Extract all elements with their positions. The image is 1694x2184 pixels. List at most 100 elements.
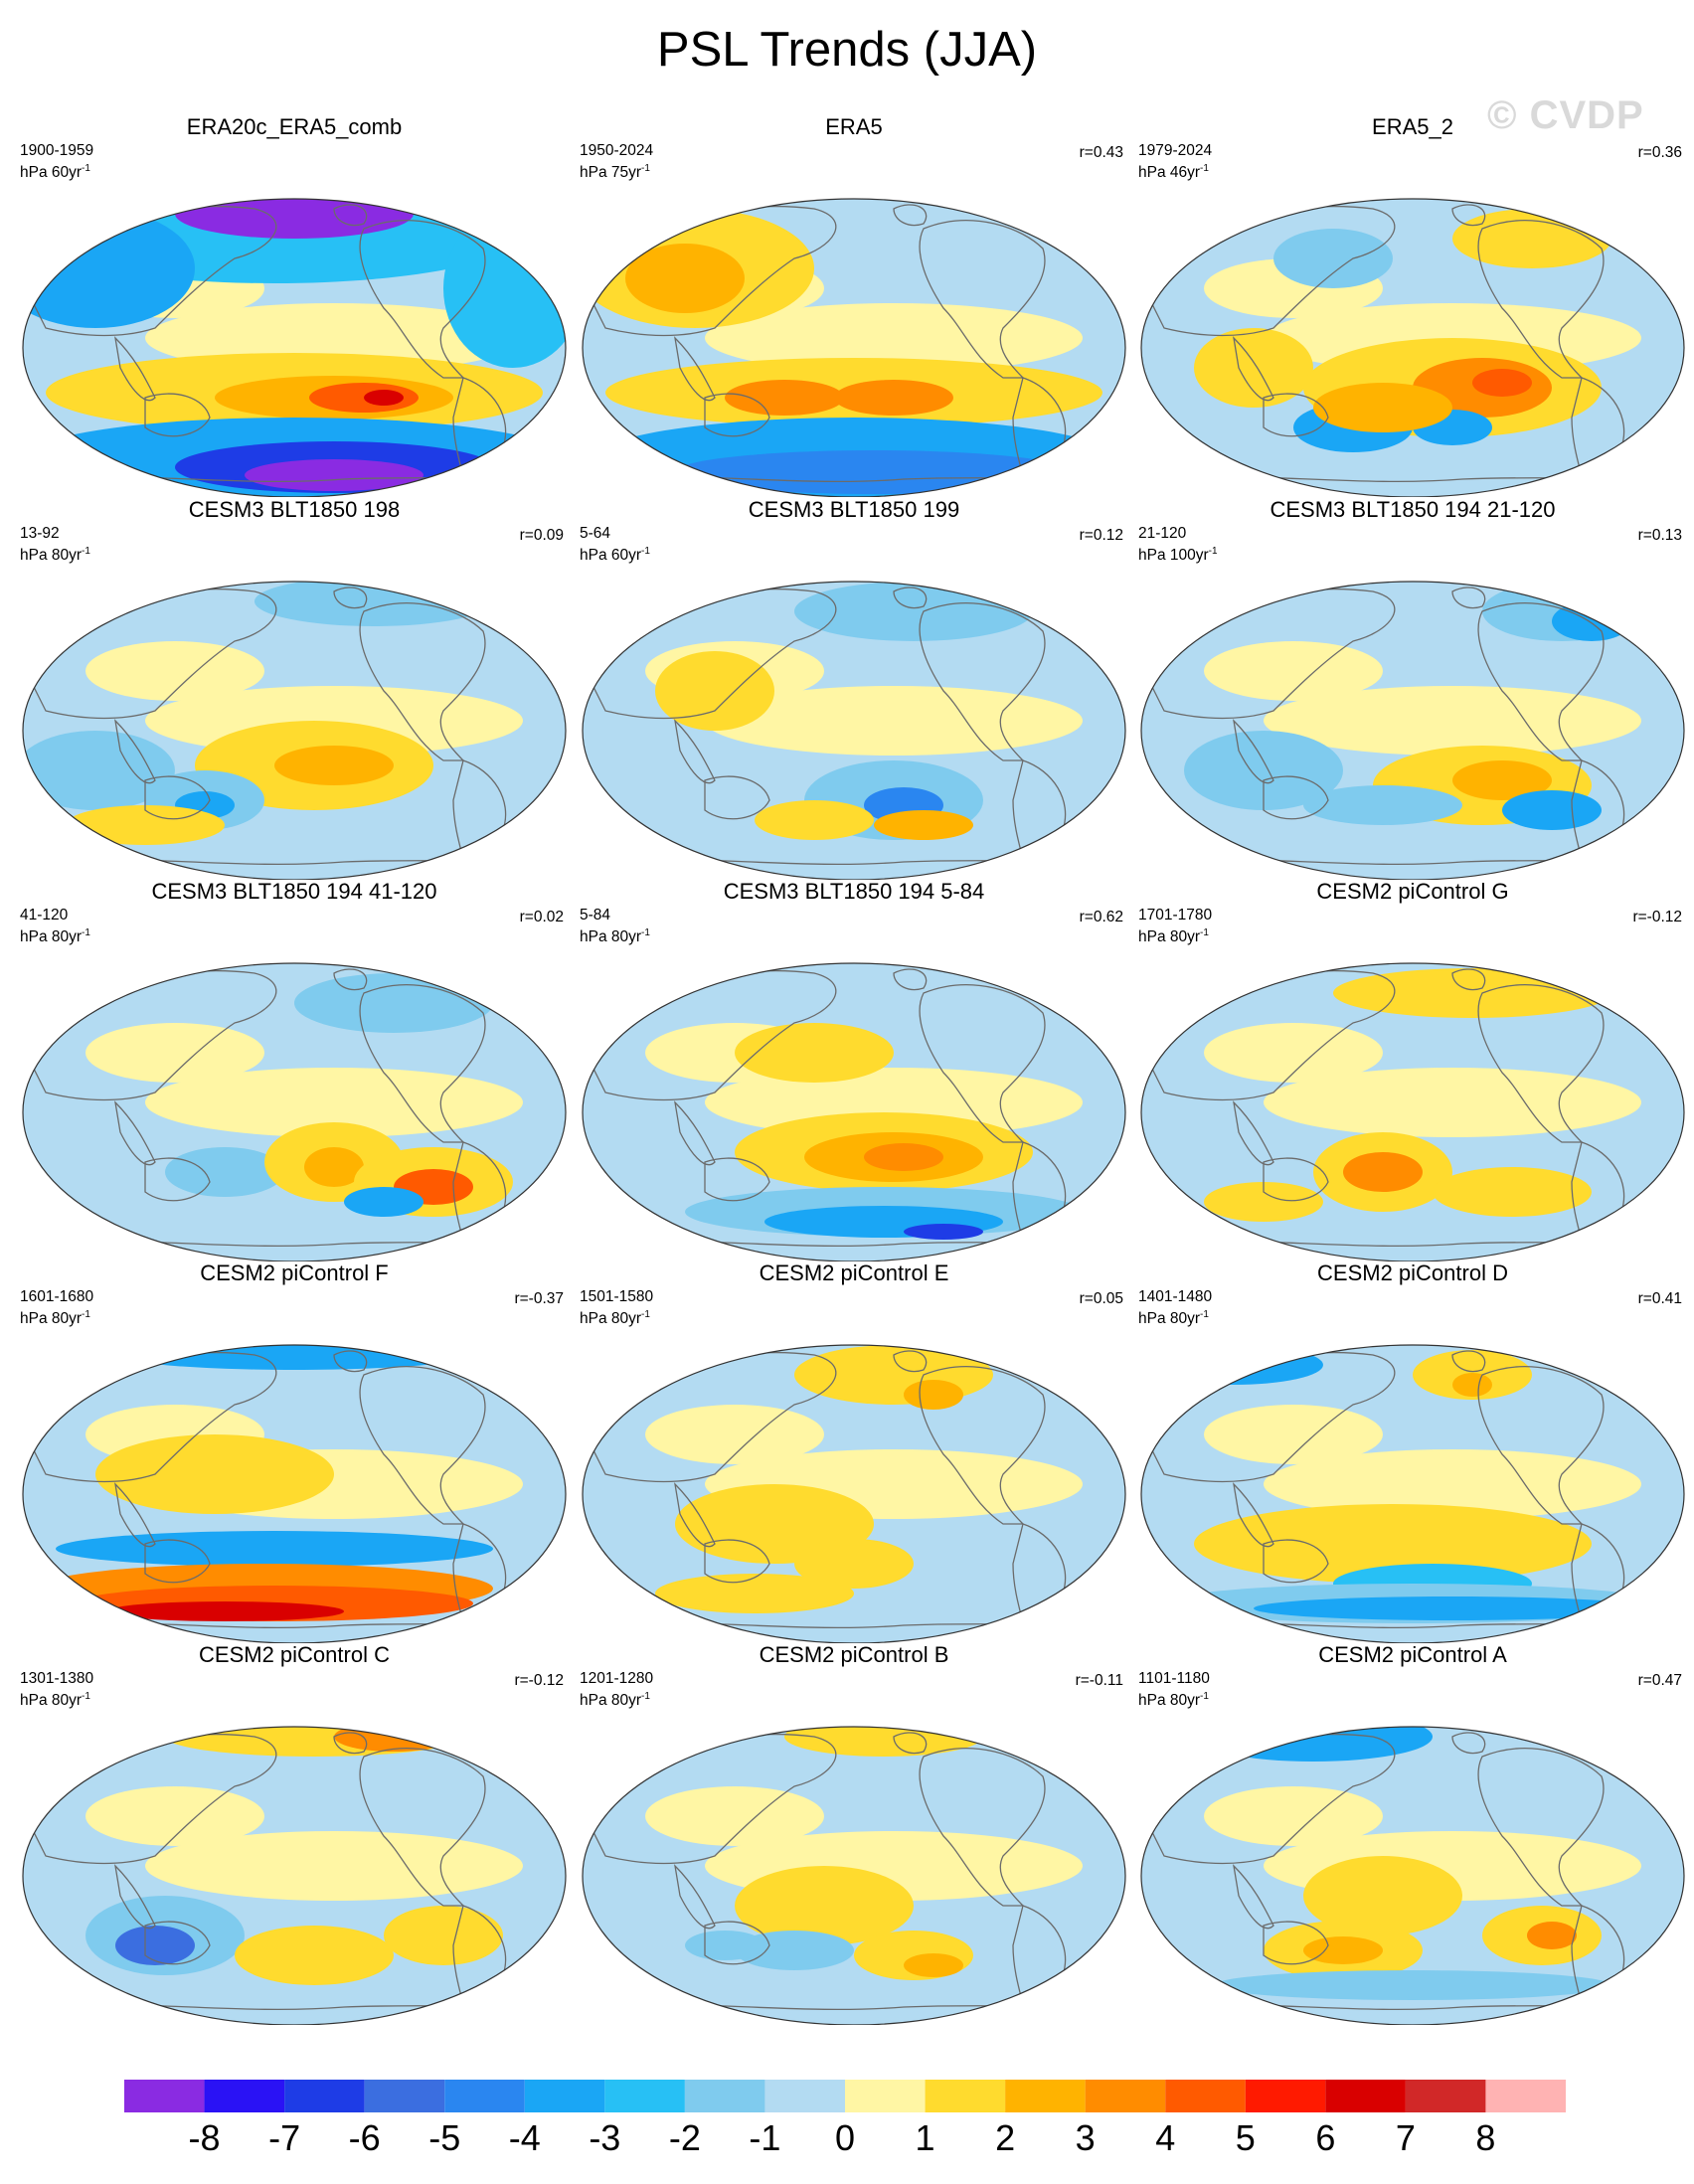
- trend-contour: [294, 973, 493, 1033]
- coastline: [1477, 220, 1605, 379]
- coastline: [1451, 968, 1486, 991]
- panel-units-exponent: -1: [641, 1309, 650, 1320]
- panel-units-exponent: -1: [641, 927, 650, 938]
- map-plot: [582, 581, 1126, 880]
- colorbar-tick-label: -4: [509, 2117, 541, 2158]
- panel-correlation: r=0.13: [1637, 527, 1682, 544]
- panel-units: hPa 80yr: [20, 928, 83, 946]
- coastline: [893, 1350, 928, 1373]
- trend-contour: [165, 1147, 284, 1197]
- map-plot: [22, 198, 567, 497]
- colorbar-swatch: [1165, 2080, 1246, 2112]
- trend-contour: [1204, 1786, 1383, 1846]
- trend-contour: [384, 1906, 503, 1965]
- panel-period: 1501-1580: [580, 1288, 654, 1305]
- panel-correlation: r=0.41: [1637, 1290, 1682, 1307]
- coastline: [704, 1157, 770, 1202]
- trend-contour: [645, 1786, 824, 1846]
- trend-contour: [1144, 1345, 1323, 1385]
- panel-title: CESM3 BLT1850 198: [188, 497, 401, 522]
- panel-period: 1401-1480: [1138, 1288, 1213, 1305]
- panel-units-exponent: -1: [82, 927, 90, 938]
- panel-units: hPa 60yr: [20, 164, 83, 182]
- coastline: [359, 602, 486, 761]
- panel-title: CESM2 piControl F: [200, 1260, 389, 1285]
- trend-contour: [794, 582, 1033, 641]
- map-plot: [22, 581, 567, 880]
- map-panel: CESM2 piControl C 1301-1380 hPa 80yr-1 r=-0…: [15, 1642, 574, 2025]
- coastline: [893, 204, 928, 227]
- coastline: [919, 220, 1046, 379]
- panel-units-exponent: -1: [1200, 163, 1209, 174]
- trend-contour: [1452, 209, 1611, 268]
- trend-contour: [105, 1601, 344, 1621]
- colorbar-swatch: [1245, 2080, 1326, 2112]
- map-frame: [582, 962, 1126, 1261]
- colorbar-swatch: [1325, 2080, 1406, 2112]
- map-panel: ERA5 1950-2024 hPa 75yr-1 r=0.43: [575, 114, 1133, 497]
- colorbar-tick-label: 0: [835, 2117, 855, 2158]
- coastline: [704, 393, 770, 437]
- figure-title: PSL Trends (JJA): [656, 23, 1038, 77]
- trend-contour: [685, 1931, 764, 1960]
- panel-units: hPa 80yr: [20, 1310, 83, 1328]
- panel-correlation: r=-0.12: [514, 1672, 564, 1689]
- trend-contour: [655, 1574, 854, 1613]
- map-panel: CESM3 BLT1850 199 5-64 hPa 60yr-1 r=0.12: [575, 497, 1133, 880]
- colorbar-tick-label: 7: [1396, 2117, 1416, 2158]
- panel-units: hPa 75yr: [580, 164, 642, 182]
- map-plot: [22, 1344, 567, 1643]
- trend-contour: [904, 1953, 963, 1977]
- coastline: [919, 602, 1046, 761]
- coastline: [144, 393, 211, 437]
- panel-units-exponent: -1: [1200, 1691, 1209, 1702]
- trend-contour: [235, 1926, 394, 1985]
- panel-period-units: 41-120 hPa 80yr-1: [20, 907, 90, 946]
- colorbar-tick-label: 8: [1475, 2117, 1495, 2158]
- trend-contour: [735, 1023, 894, 1083]
- trend-contour: [1303, 1856, 1462, 1935]
- trend-contour: [245, 459, 424, 491]
- panel-units: hPa 80yr: [580, 1692, 642, 1710]
- panel-period-units: 1950-2024 hPa 75yr-1: [580, 142, 653, 182]
- trend-contour: [1204, 1405, 1383, 1464]
- coastline: [1263, 393, 1329, 437]
- panel-period-units: 1979-2024 hPa 46yr-1: [1138, 142, 1212, 182]
- trend-contour: [735, 1866, 914, 1945]
- map-frame: [22, 1726, 567, 2025]
- panel-correlation: r=0.47: [1637, 1672, 1682, 1689]
- panel-correlation: r=0.36: [1637, 144, 1682, 161]
- panel-correlation: r=-0.12: [1632, 909, 1682, 925]
- trend-contour: [675, 450, 1073, 494]
- map-plot: [582, 198, 1126, 497]
- colorbar-swatch: [1085, 2080, 1166, 2112]
- panel-correlation: r=0.05: [1079, 1290, 1123, 1307]
- panel-units-exponent: -1: [82, 1691, 90, 1702]
- coastline: [359, 1366, 486, 1525]
- trend-contour: [864, 1143, 943, 1171]
- map-plot: [1140, 198, 1685, 497]
- panel-period: 1301-1380: [20, 1670, 94, 1687]
- map-frame: [1140, 962, 1685, 1261]
- panel-period-units: 1401-1480 hPa 80yr-1: [1138, 1288, 1212, 1328]
- map-plot: [1140, 962, 1685, 1261]
- panel-units-exponent: -1: [1200, 1309, 1209, 1320]
- trend-contour: [115, 1926, 195, 1965]
- trend-contour: [1433, 1167, 1592, 1217]
- panel-title: CESM2 piControl D: [1317, 1260, 1508, 1285]
- panel-units-exponent: -1: [1208, 546, 1218, 557]
- panel-units-exponent: -1: [641, 1691, 650, 1702]
- map-plot: [22, 962, 567, 1261]
- trend-contour: [1204, 1023, 1383, 1083]
- panel-units-exponent: -1: [82, 546, 90, 557]
- trend-contour: [904, 1380, 963, 1410]
- trend-contour: [834, 380, 953, 416]
- coastline: [1451, 587, 1486, 609]
- panel-period: 41-120: [20, 907, 69, 924]
- panel-period: 21-120: [1138, 525, 1187, 542]
- coastline: [144, 775, 211, 820]
- coastline: [1263, 775, 1329, 820]
- panel-title: ERA5_2: [1372, 114, 1453, 139]
- trend-contour: [165, 1727, 463, 1757]
- panel-correlation: r=-0.37: [514, 1290, 564, 1307]
